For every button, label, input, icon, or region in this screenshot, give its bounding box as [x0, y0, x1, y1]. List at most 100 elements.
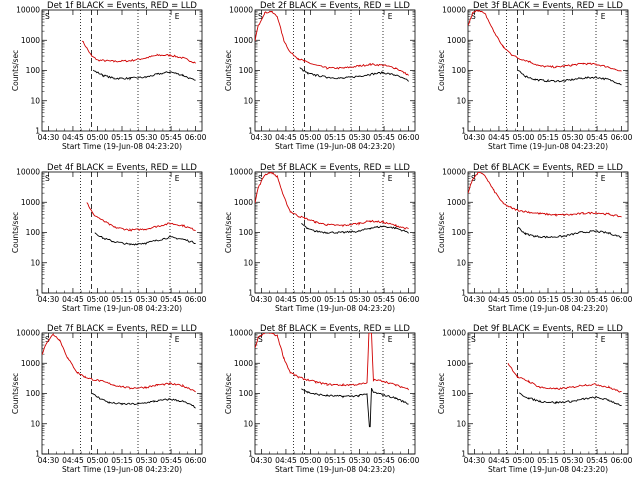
x-tick-label: 05:00: [300, 456, 322, 465]
y-tick-label: 10000: [229, 168, 253, 177]
x-tick-label: 06:00: [611, 133, 633, 142]
y-tick-label: 10000: [16, 168, 40, 177]
panel-title: Det 1f BLACK = Events, RED = LLD: [47, 1, 197, 11]
x-tick-label: 04:30: [38, 456, 60, 465]
x-tick-label: 05:30: [349, 456, 371, 465]
plot-frame: [254, 171, 416, 294]
x-tick-label: 05:00: [300, 133, 322, 142]
x-tick-label: 05:00: [87, 295, 109, 304]
panel-title: Det 4f BLACK = Events, RED = LLD: [47, 163, 197, 173]
events-series-line: [517, 227, 622, 239]
y-tick-label: 1: [35, 289, 40, 298]
x-axis-label: Start Time (19-Jun-08 04:23:20): [275, 465, 395, 474]
x-tick-label: 04:30: [464, 133, 486, 142]
lld-series-line: [42, 333, 196, 393]
y-tick-label: 10: [243, 96, 253, 105]
y-axis-label: Counts/sec: [437, 373, 446, 414]
y-tick-label: 10000: [229, 329, 253, 338]
panel-title: Det 8f BLACK = Events, RED = LLD: [260, 324, 410, 334]
x-tick-label: 05:45: [160, 295, 182, 304]
x-tick-label: 05:30: [349, 133, 371, 142]
det-panel-8: Det 8f BLACK = Events, RED = LLD 1 10 100 10…: [224, 324, 420, 474]
x-axis-label: Start Time (19-Jun-08 04:23:20): [275, 142, 395, 151]
x-tick-label: 04:45: [62, 133, 84, 142]
x-tick-label: 04:45: [275, 456, 297, 465]
lld-series-line: [255, 10, 409, 76]
x-tick-label: 05:45: [586, 456, 608, 465]
events-series-line: [301, 223, 409, 234]
x-tick-label: 04:30: [464, 456, 486, 465]
x-tick-label: 04:45: [62, 295, 84, 304]
y-tick-label: 100: [239, 66, 254, 75]
y-tick-label: 100: [26, 228, 41, 237]
y-tick-label: 1: [248, 289, 253, 298]
x-tick-label: 04:45: [488, 456, 510, 465]
x-tick-label: 05:30: [136, 133, 158, 142]
x-tick-label: 05:00: [87, 456, 109, 465]
y-tick-label: 1: [35, 450, 40, 459]
x-tick-label: 05:15: [111, 456, 133, 465]
x-tick-label: 05:45: [373, 133, 395, 142]
x-tick-label: 05:00: [87, 133, 109, 142]
y-tick-label: 1000: [21, 36, 40, 45]
events-series-line: [517, 70, 622, 86]
events-series-line: [91, 393, 196, 409]
y-tick-label: 100: [239, 228, 254, 237]
y-tick-label: 100: [452, 389, 467, 398]
y-tick-label: 10000: [16, 6, 40, 15]
y-tick-label: 10000: [442, 168, 466, 177]
x-tick-label: 05:45: [373, 295, 395, 304]
lld-series-line: [468, 10, 622, 72]
y-tick-label: 10: [30, 419, 40, 428]
lld-series-line: [81, 40, 196, 64]
plot-frame: [467, 332, 629, 455]
x-tick-label: 04:45: [62, 456, 84, 465]
end-mark: E: [175, 12, 180, 21]
y-tick-label: 100: [452, 228, 467, 237]
y-tick-label: 10: [456, 96, 466, 105]
x-tick-label: 04:45: [275, 133, 297, 142]
y-tick-label: 1000: [21, 359, 40, 368]
x-axis-label: Start Time (19-Jun-08 04:23:20): [275, 304, 395, 313]
x-axis-label: Start Time (19-Jun-08 04:23:20): [488, 304, 608, 313]
y-tick-label: 10000: [16, 329, 40, 338]
y-axis-label: Counts/sec: [224, 212, 233, 253]
x-tick-label: 05:30: [562, 295, 584, 304]
panel-title: Det 3f BLACK = Events, RED = LLD: [473, 1, 623, 11]
x-tick-label: 04:30: [38, 133, 60, 142]
x-tick-label: 05:00: [513, 295, 535, 304]
y-tick-label: 1000: [234, 198, 253, 207]
lld-series-line: [468, 172, 622, 218]
x-tick-label: 05:15: [537, 456, 559, 465]
det-panel-6: Det 6f BLACK = Events, RED = LLD 1 10 100 10…: [437, 163, 633, 313]
plot-frame: [41, 332, 203, 455]
y-tick-label: 1: [248, 127, 253, 136]
det-panel-9: Det 9f BLACK = Events, RED = LLD 1 10 100 10…: [437, 324, 633, 474]
x-tick-label: 06:00: [185, 456, 207, 465]
y-tick-label: 10: [243, 419, 253, 428]
x-tick-label: 04:30: [251, 295, 273, 304]
y-axis-label: Counts/sec: [224, 373, 233, 414]
end-mark: E: [175, 335, 180, 344]
start-mark: S: [45, 174, 50, 183]
start-mark: S: [258, 335, 263, 344]
x-tick-label: 05:00: [300, 295, 322, 304]
x-tick-label: 05:30: [562, 456, 584, 465]
det-panel-2: Det 2f BLACK = Events, RED = LLD 1 10 100 10…: [224, 1, 420, 151]
y-tick-label: 100: [239, 389, 254, 398]
panel-title: Det 5f BLACK = Events, RED = LLD: [260, 163, 410, 173]
plot-frame: [254, 332, 416, 455]
y-axis-label: Counts/sec: [11, 373, 20, 414]
panel-title: Det 9f BLACK = Events, RED = LLD: [473, 324, 623, 334]
det-panel-4: Det 4f BLACK = Events, RED = LLD 1 10 100 10…: [11, 163, 207, 313]
y-tick-label: 1: [248, 450, 253, 459]
x-tick-label: 05:15: [324, 295, 346, 304]
x-tick-label: 06:00: [398, 456, 420, 465]
x-tick-label: 06:00: [398, 295, 420, 304]
end-mark: E: [388, 12, 393, 21]
x-tick-label: 05:30: [349, 295, 371, 304]
x-tick-label: 05:00: [513, 133, 535, 142]
events-series-line: [94, 232, 196, 246]
y-tick-label: 1: [35, 127, 40, 136]
